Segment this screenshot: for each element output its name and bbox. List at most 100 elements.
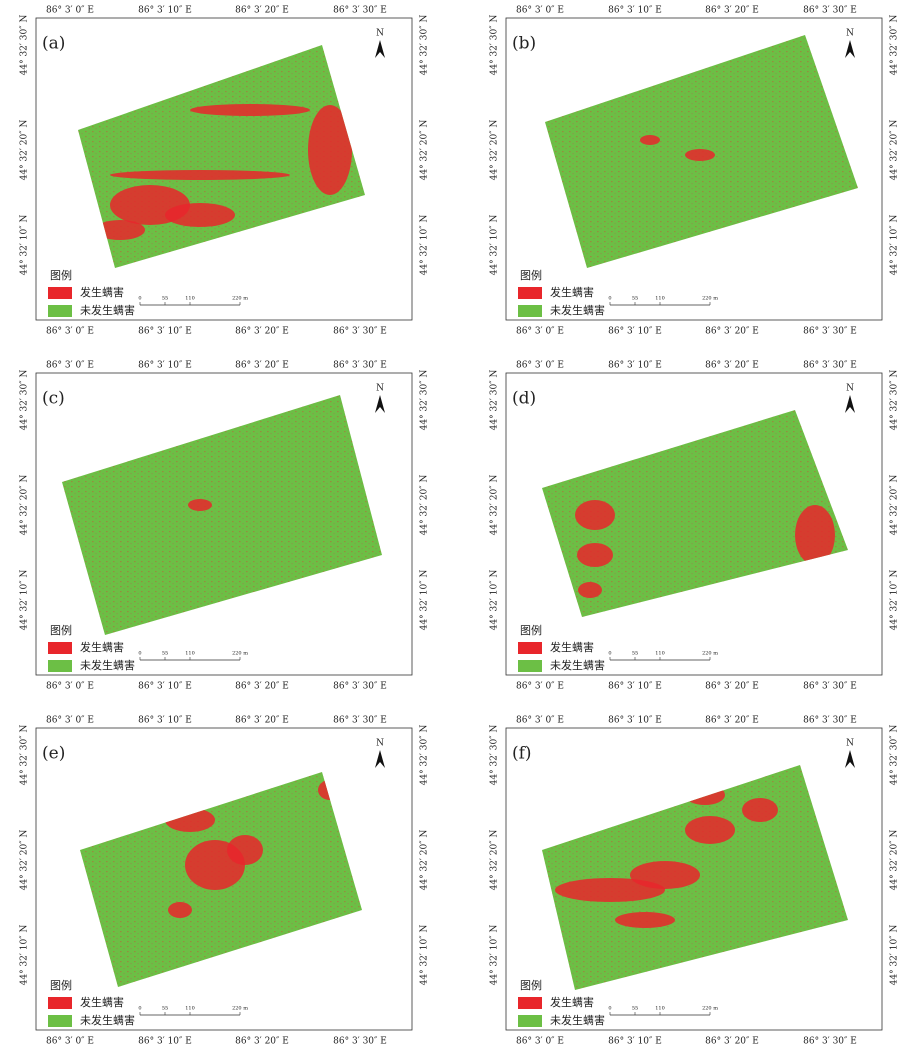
y-coordinate-label: 44° 32′ 10″ N (890, 570, 900, 631)
y-coordinate-label: 44° 32′ 30″ N (420, 725, 430, 786)
north-arrow (845, 395, 855, 413)
x-coordinate-label: 86° 3′ 10″ E (138, 327, 192, 337)
x-coordinate-label: 86° 3′ 20″ E (705, 1037, 759, 1047)
damage-patch (110, 170, 290, 180)
legend-swatch (518, 287, 542, 299)
y-coordinate-label: 44° 32′ 30″ N (490, 370, 500, 431)
legend-swatch (518, 1015, 542, 1027)
y-coordinate-label: 44° 32′ 20″ N (420, 475, 430, 536)
x-coordinate-label: 86° 3′ 10″ E (138, 6, 192, 16)
x-coordinate-label: 86° 3′ 0″ E (46, 327, 94, 337)
y-coordinate-label: 44° 32′ 20″ N (490, 475, 500, 536)
damage-patch (165, 808, 215, 832)
y-coordinate-label: 44° 32′ 30″ N (890, 725, 900, 786)
legend-swatch (48, 642, 72, 654)
x-coordinate-label: 86° 3′ 20″ E (235, 1037, 289, 1047)
scale-label: 55 (632, 651, 638, 657)
damage-patch (685, 785, 725, 805)
scale-label: 220 m (232, 1006, 248, 1012)
damage-patch (575, 500, 615, 530)
legend-title: 图例 (50, 268, 72, 282)
y-coordinate-label: 44° 32′ 10″ N (420, 570, 430, 631)
x-coordinate-label: 86° 3′ 0″ E (46, 682, 94, 692)
damage-patch (318, 780, 342, 800)
legend-title: 图例 (50, 978, 72, 992)
y-coordinate-label: 44° 32′ 30″ N (490, 15, 500, 76)
x-coordinate-label: 86° 3′ 30″ E (333, 716, 387, 726)
x-coordinate-label: 86° 3′ 20″ E (705, 682, 759, 692)
x-coordinate-label: 86° 3′ 20″ E (235, 327, 289, 337)
y-coordinate-label: 44° 32′ 20″ N (20, 120, 30, 181)
damage-patch (685, 149, 715, 161)
legend-label: 未发生螨害 (550, 658, 605, 672)
y-coordinate-label: 44° 32′ 20″ N (20, 830, 30, 891)
y-coordinate-label: 44° 32′ 10″ N (490, 570, 500, 631)
x-coordinate-label: 86° 3′ 0″ E (46, 1037, 94, 1047)
x-coordinate-label: 86° 3′ 30″ E (333, 6, 387, 16)
damage-patch (308, 105, 352, 195)
scale-label: 0 (138, 1006, 141, 1012)
north-arrow (845, 40, 855, 58)
x-coordinate-label: 86° 3′ 0″ E (516, 6, 564, 16)
scale-label: 110 (655, 1006, 665, 1012)
x-coordinate-label: 86° 3′ 20″ E (705, 361, 759, 371)
scale-label: 110 (185, 296, 195, 302)
x-coordinate-label: 86° 3′ 10″ E (608, 1037, 662, 1047)
x-coordinate-label: 86° 3′ 10″ E (608, 327, 662, 337)
x-coordinate-label: 86° 3′ 10″ E (138, 716, 192, 726)
y-coordinate-label: 44° 32′ 20″ N (890, 120, 900, 181)
x-coordinate-label: 86° 3′ 10″ E (608, 682, 662, 692)
y-coordinate-label: 44° 32′ 10″ N (20, 925, 30, 986)
x-coordinate-label: 86° 3′ 0″ E (516, 682, 564, 692)
x-coordinate-label: 86° 3′ 10″ E (138, 682, 192, 692)
y-coordinate-label: 44° 32′ 30″ N (20, 15, 30, 76)
x-coordinate-label: 86° 3′ 0″ E (516, 327, 564, 337)
y-coordinate-label: 44° 32′ 10″ N (890, 925, 900, 986)
scale-label: 0 (608, 651, 611, 657)
x-coordinate-label: 86° 3′ 30″ E (803, 682, 857, 692)
north-arrow (375, 395, 385, 413)
legend-swatch (518, 305, 542, 317)
scale-label: 110 (655, 651, 665, 657)
damage-patch (615, 912, 675, 928)
y-coordinate-label: 44° 32′ 30″ N (420, 370, 430, 431)
legend-swatch (48, 997, 72, 1009)
x-coordinate-label: 86° 3′ 30″ E (333, 327, 387, 337)
scale-label: 55 (632, 1006, 638, 1012)
map-panel: 86° 3′ 0″ E86° 3′ 0″ E86° 3′ 10″ E86° 3′… (0, 0, 450, 340)
y-coordinate-label: 44° 32′ 10″ N (420, 925, 430, 986)
scale-label: 0 (138, 296, 141, 302)
legend-title: 图例 (520, 623, 542, 637)
scale-label: 220 m (232, 296, 248, 302)
scale-label: 110 (655, 296, 665, 302)
damage-patch (795, 505, 835, 565)
north-label: N (846, 29, 854, 39)
scale-label: 110 (185, 651, 195, 657)
x-coordinate-label: 86° 3′ 30″ E (333, 361, 387, 371)
y-coordinate-label: 44° 32′ 30″ N (20, 370, 30, 431)
x-coordinate-label: 86° 3′ 30″ E (803, 361, 857, 371)
y-coordinate-label: 44° 32′ 20″ N (420, 830, 430, 891)
scale-label: 220 m (232, 651, 248, 657)
legend-swatch (48, 660, 72, 672)
legend-swatch (48, 305, 72, 317)
north-label: N (846, 384, 854, 394)
map-panel: 86° 3′ 0″ E86° 3′ 0″ E86° 3′ 10″ E86° 3′… (470, 0, 902, 340)
damage-patch (95, 220, 145, 240)
map-panel: 86° 3′ 0″ E86° 3′ 0″ E86° 3′ 10″ E86° 3′… (470, 710, 902, 1048)
damage-patch (168, 902, 192, 918)
legend-label: 未发生螨害 (550, 1013, 605, 1027)
scale-label: 220 m (702, 296, 718, 302)
panel-label: (a) (42, 34, 65, 54)
damage-patch (190, 104, 310, 116)
x-coordinate-label: 86° 3′ 30″ E (803, 716, 857, 726)
y-coordinate-label: 44° 32′ 20″ N (20, 475, 30, 536)
legend-title: 图例 (50, 623, 72, 637)
map-panel: 86° 3′ 0″ E86° 3′ 0″ E86° 3′ 10″ E86° 3′… (0, 355, 450, 695)
x-coordinate-label: 86° 3′ 20″ E (235, 6, 289, 16)
x-coordinate-label: 86° 3′ 10″ E (138, 361, 192, 371)
y-coordinate-label: 44° 32′ 30″ N (890, 15, 900, 76)
scale-label: 55 (162, 651, 168, 657)
legend-label: 发生螨害 (80, 995, 124, 1009)
scale-label: 0 (138, 651, 141, 657)
